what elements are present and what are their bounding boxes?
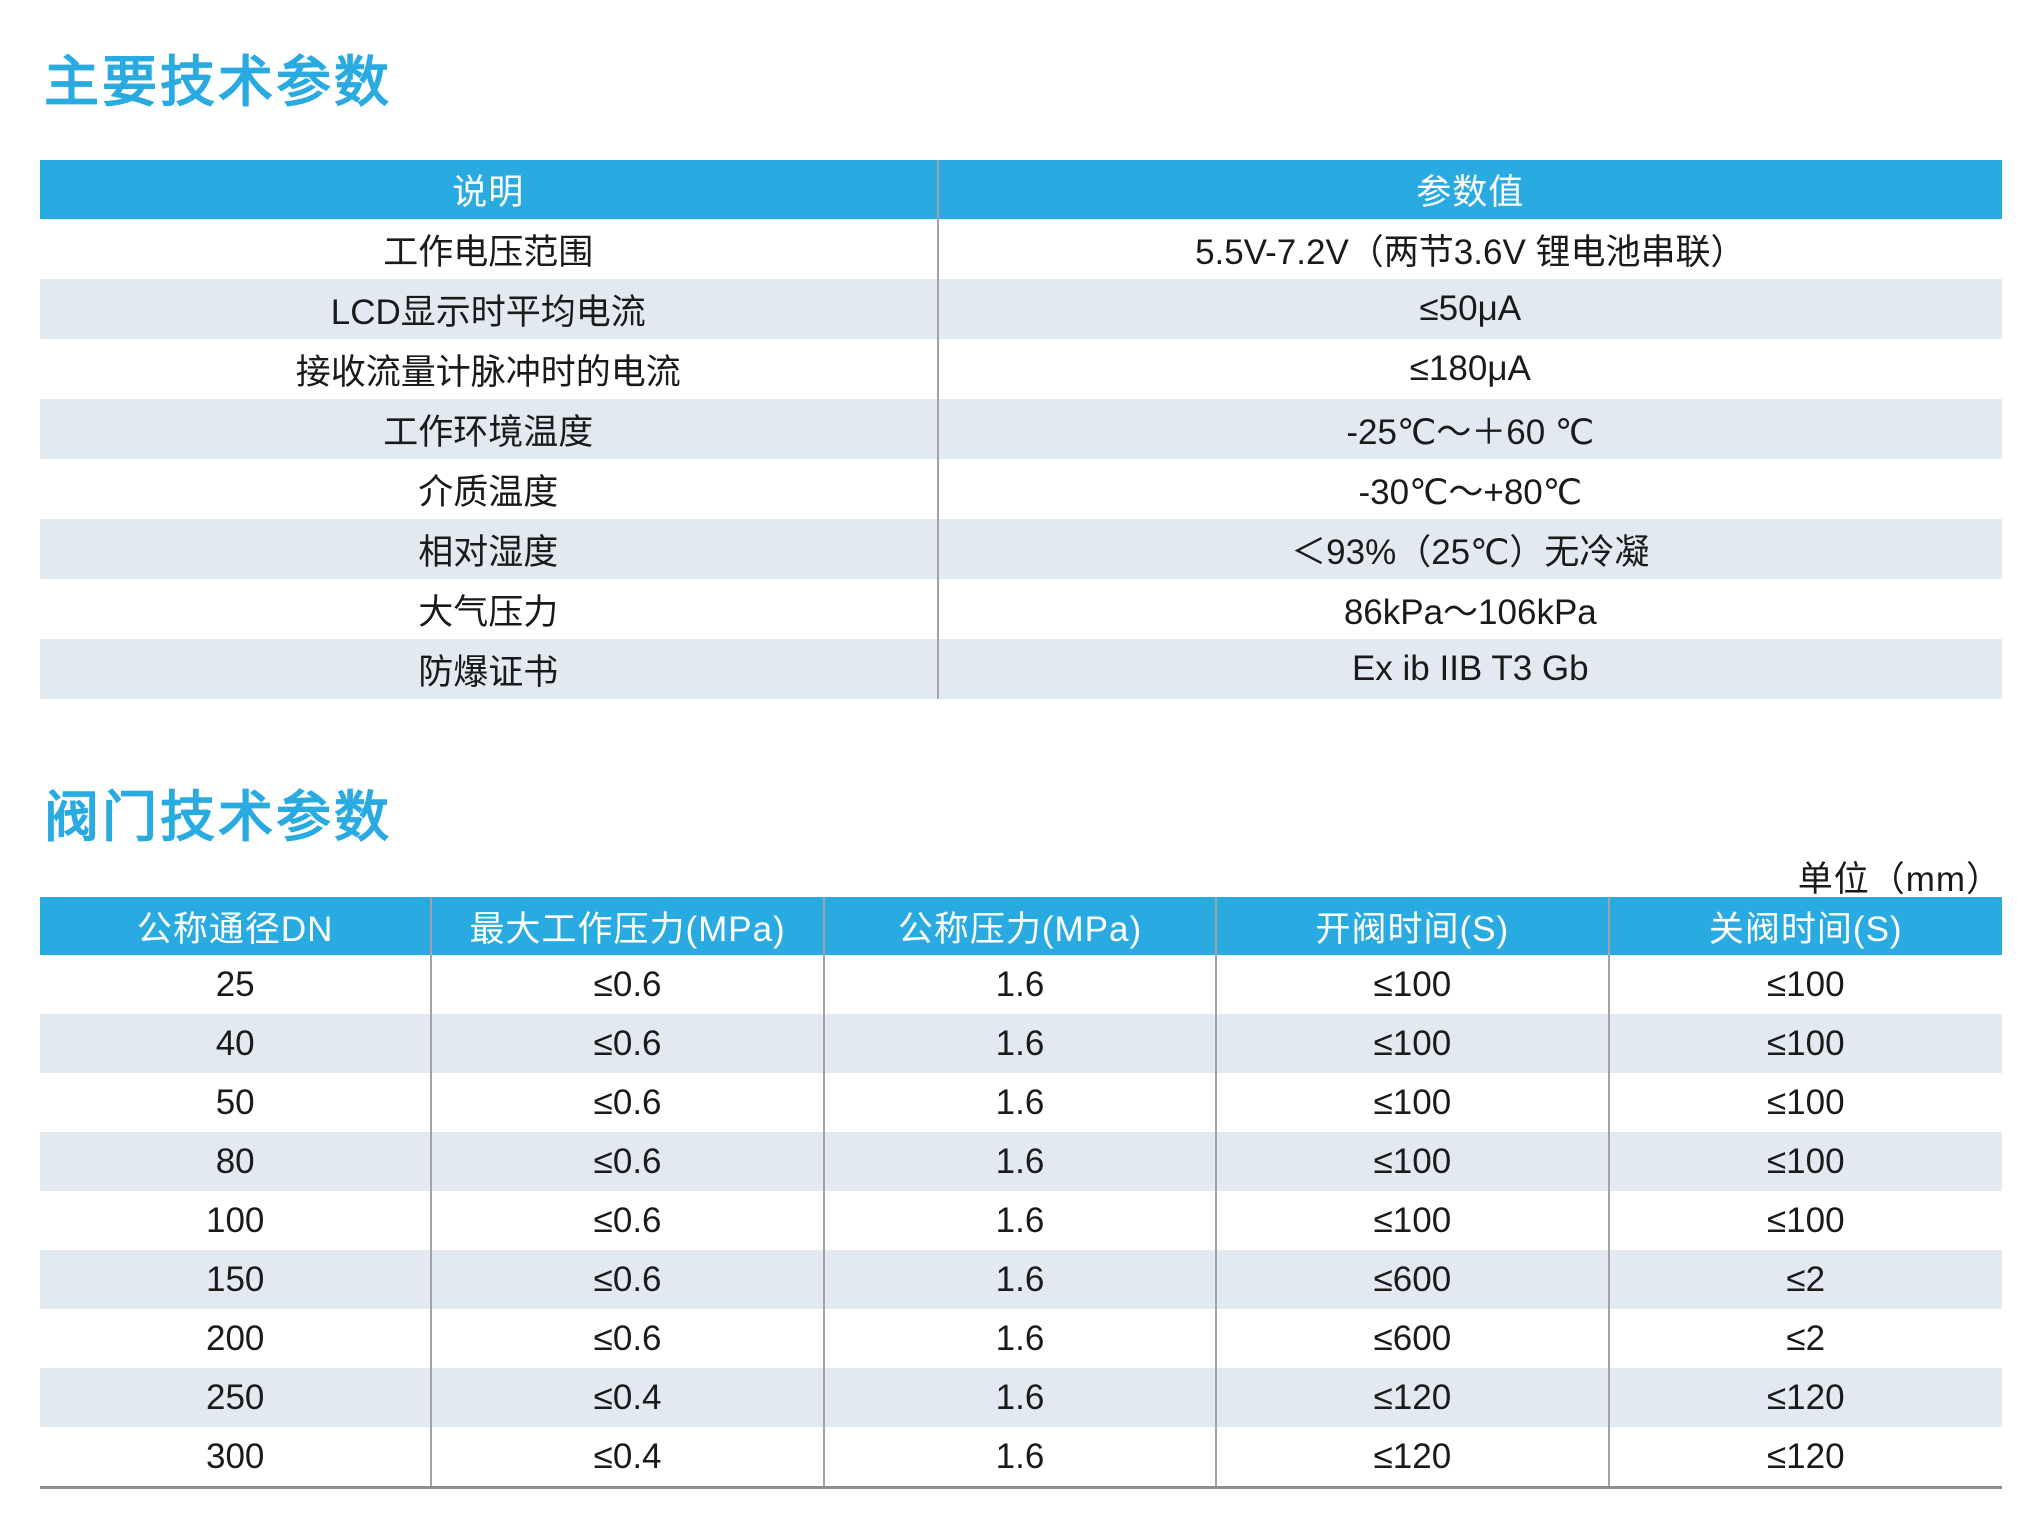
table-cell: ≤100 <box>1766 1023 1845 1063</box>
main-parameters-table: 说明 参数值 工作电压范围 5.5V-7.2V（两节3.6V 锂电池串联） LCD显… <box>40 160 2002 699</box>
table-row: 工作电压范围 5.5V-7.2V（两节3.6V 锂电池串联） <box>40 219 2002 279</box>
table-cell: ≤180μA <box>1409 349 1531 388</box>
table-cell: 工作环境温度 <box>40 399 939 459</box>
table-cell: ≤600 <box>1217 1250 1610 1309</box>
table-cell: 100 <box>40 1191 433 1250</box>
table-cell: 防爆证书 <box>40 639 939 699</box>
column-header-close-time: 关阀时间(S) <box>1708 909 1903 949</box>
table-cell: ≤0.6 <box>432 1073 825 1132</box>
table-cell: ≤0.6 <box>432 1014 825 1073</box>
table-row: 防爆证书 Ex ib IIB T3 Gb <box>40 639 2002 699</box>
table-cell: ≤0.6 <box>432 955 825 1014</box>
table-cell: Ex ib IIB T3 Gb <box>1351 649 1589 688</box>
table-cell: 250 <box>40 1368 433 1427</box>
table-cell: ≤0.4 <box>432 1427 825 1486</box>
table-row: 80 ≤0.6 1.6 ≤100 ≤100 <box>40 1132 2002 1191</box>
table-row: 接收流量计脉冲时的电流 ≤180μA <box>40 339 2002 399</box>
table-row: 150 ≤0.6 1.6 ≤600 ≤2 <box>40 1250 2002 1309</box>
table-row: 100 ≤0.6 1.6 ≤100 ≤100 <box>40 1191 2002 1250</box>
table-cell: ≤100 <box>1766 1082 1845 1122</box>
table-cell: ≤50μA <box>1419 289 1522 328</box>
table-cell: 300 <box>40 1427 433 1486</box>
table-cell: 1.6 <box>825 1191 1218 1250</box>
table-cell: 介质温度 <box>40 459 939 519</box>
table-cell: -30℃～+80℃ <box>1358 472 1583 512</box>
table-cell: ≤120 <box>1766 1436 1845 1476</box>
table-row: 介质温度 -30℃～+80℃ <box>40 459 2002 519</box>
table-row: LCD显示时平均电流 ≤50μA <box>40 279 2002 339</box>
table-cell: 接收流量计脉冲时的电流 <box>40 339 939 399</box>
table-row: 300 ≤0.4 1.6 ≤120 ≤120 <box>40 1427 2002 1486</box>
table-cell: ≤600 <box>1217 1309 1610 1368</box>
table-cell: ≤0.6 <box>432 1309 825 1368</box>
table-row: 大气压力 86kPa～106kPa <box>40 579 2002 639</box>
table-row: 工作环境温度 -25℃～＋60 ℃ <box>40 399 2002 459</box>
table-row: 200 ≤0.6 1.6 ≤600 ≤2 <box>40 1309 2002 1368</box>
table-cell: ≤100 <box>1217 1073 1610 1132</box>
table-cell: 1.6 <box>825 1132 1218 1191</box>
table-cell: 200 <box>40 1309 433 1368</box>
column-header-max-working-pressure: 最大工作压力(MPa) <box>432 897 825 955</box>
table-header-row: 说明 参数值 <box>40 160 2002 219</box>
main-parameters-title: 主要技术参数 <box>44 51 393 113</box>
table-cell: 25 <box>40 955 433 1014</box>
table-cell: ≤0.6 <box>432 1132 825 1191</box>
table-body: 25 ≤0.6 1.6 ≤100 ≤100 40 ≤0.6 1.6 ≤100 ≤100 50 ≤0.6… <box>40 955 2002 1486</box>
table-cell: ≤100 <box>1217 1014 1610 1073</box>
table-cell: 1.6 <box>825 1250 1218 1309</box>
table-cell: 150 <box>40 1250 433 1309</box>
table-cell: ≤100 <box>1766 1141 1845 1181</box>
table-cell: 1.6 <box>825 1014 1218 1073</box>
table-cell: ≤2 <box>1786 1259 1826 1299</box>
table-cell: 相对湿度 <box>40 519 939 579</box>
table-cell: ≤100 <box>1217 955 1610 1014</box>
column-header-dn: 公称通径DN <box>40 897 433 955</box>
table-row: 25 ≤0.6 1.6 ≤100 ≤100 <box>40 955 2002 1014</box>
table-cell: 80 <box>40 1132 433 1191</box>
table-cell: ≤0.6 <box>432 1250 825 1309</box>
table-cell: 50 <box>40 1073 433 1132</box>
table-cell: ≤100 <box>1766 1200 1845 1240</box>
table-cell: ＜93%（25℃）无冷凝 <box>1291 532 1650 572</box>
table-cell: -25℃～＋60 ℃ <box>1346 412 1595 452</box>
column-header-value: 参数值 <box>1416 173 1525 212</box>
table-cell: ≤100 <box>1217 1132 1610 1191</box>
table-cell: 1.6 <box>825 955 1218 1014</box>
table-cell: ≤100 <box>1766 964 1845 1004</box>
table-cell: 1.6 <box>825 1073 1218 1132</box>
table-row: 40 ≤0.6 1.6 ≤100 ≤100 <box>40 1014 2002 1073</box>
table-cell: LCD显示时平均电流 <box>40 279 939 339</box>
column-header-nominal-pressure: 公称压力(MPa) <box>825 897 1218 955</box>
table-cell: 86kPa～106kPa <box>1343 592 1597 632</box>
table-row: 相对湿度 ＜93%（25℃）无冷凝 <box>40 519 2002 579</box>
column-header-description: 说明 <box>40 160 939 219</box>
table-cell: ≤0.6 <box>432 1191 825 1250</box>
table-header-row: 公称通径DN 最大工作压力(MPa) 公称压力(MPa) 开阀时间(S) 关阀时… <box>40 897 2002 955</box>
table-cell: ≤2 <box>1786 1318 1826 1358</box>
table-cell: ≤120 <box>1217 1427 1610 1486</box>
table-cell: 40 <box>40 1014 433 1073</box>
column-header-open-time: 开阀时间(S) <box>1217 897 1610 955</box>
table-row: 250 ≤0.4 1.6 ≤120 ≤120 <box>40 1368 2002 1427</box>
table-body: 工作电压范围 5.5V-7.2V（两节3.6V 锂电池串联） LCD显示时平均电流 ≤… <box>40 219 2002 699</box>
table-cell: 5.5V-7.2V（两节3.6V 锂电池串联） <box>1195 232 1746 272</box>
table-cell: 工作电压范围 <box>40 219 939 279</box>
table-cell: 1.6 <box>825 1309 1218 1368</box>
table-cell: 1.6 <box>825 1368 1218 1427</box>
unit-note: 单位（mm） <box>1797 860 2002 899</box>
table-cell: 1.6 <box>825 1427 1218 1486</box>
valve-parameters-table: 公称通径DN 最大工作压力(MPa) 公称压力(MPa) 开阀时间(S) 关阀时… <box>40 897 2002 1489</box>
table-row: 50 ≤0.6 1.6 ≤100 ≤100 <box>40 1073 2002 1132</box>
table-cell: ≤120 <box>1217 1368 1610 1427</box>
valve-parameters-title: 阀门技术参数 <box>44 786 393 848</box>
table-cell: ≤0.4 <box>432 1368 825 1427</box>
table-cell: ≤100 <box>1217 1191 1610 1250</box>
table-cell: ≤120 <box>1766 1377 1845 1417</box>
table-cell: 大气压力 <box>40 579 939 639</box>
